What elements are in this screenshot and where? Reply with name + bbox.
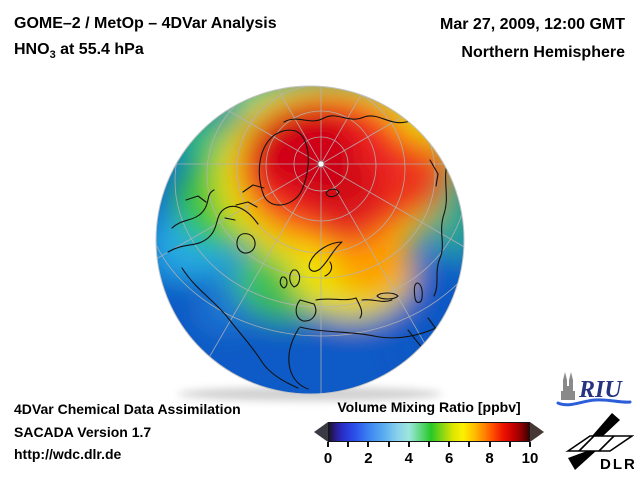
colorbar-labels: 0 2 4 6 8 10: [324, 450, 539, 468]
credit-url: http://wdc.dlr.de: [14, 446, 122, 462]
parameter-subscript: 3: [49, 49, 56, 62]
graticule: [156, 86, 464, 394]
riu-cathedral-icon: [559, 372, 577, 400]
colorbar-tick: [367, 442, 370, 447]
colorbar-tick: [448, 442, 451, 447]
colorbar-tick-label: 6: [445, 450, 454, 467]
parameter-level: at 55.4 hPa: [55, 41, 144, 58]
colorbar-tick: [529, 442, 531, 447]
dlr-logo: DLR: [565, 413, 634, 473]
colorbar-bar-row: [314, 422, 544, 442]
colorbar-tick-label: 0: [323, 450, 333, 467]
colorbar-tick-label: 4: [404, 450, 413, 467]
riu-wave-icon: [556, 398, 632, 407]
colorbar-tick: [387, 442, 390, 447]
credit-line-1: 4DVar Chemical Data Assimilation: [14, 401, 241, 417]
colorbar-tick: [327, 442, 329, 447]
globe-rim: [155, 85, 465, 395]
colorbar-tick: [407, 442, 410, 447]
credits-block: 4DVar Chemical Data Assimilation SACADA …: [14, 398, 241, 466]
colorbar-tick-label: 10: [521, 450, 539, 467]
colorbar-tick: [468, 442, 471, 447]
title-line-1: GOME–2 / MetOp – 4DVar Analysis: [14, 15, 277, 32]
colorbar-title: Volume Mixing Ratio [ppbv]: [337, 399, 521, 415]
colorbar-tick: [508, 442, 511, 447]
colorbar-tick-label: 8: [485, 450, 494, 467]
title-line-2: HNO3 at 55.4 hPa: [14, 37, 277, 68]
colorbar-tick: [488, 442, 491, 447]
colorbar: Volume Mixing Ratio [ppbv] 0 2 4 6 8 10: [314, 399, 544, 468]
heat-field: [156, 86, 464, 394]
colorbar-ticks: [327, 442, 531, 447]
dlr-logo-text: DLR: [600, 456, 634, 473]
colorbar-tick: [347, 442, 350, 447]
colorbar-tick: [428, 442, 430, 447]
hemisphere-label: Northern Hemisphere: [461, 44, 625, 61]
figure-datetime-block: Mar 27, 2009, 12:00 GMT Northern Hemisph…: [440, 11, 625, 67]
credit-line-2: SACADA Version 1.7: [14, 423, 152, 440]
north-pole-dot: [317, 160, 325, 168]
riu-logo: RIU: [556, 372, 632, 407]
colorbar-arrow-right: [530, 422, 544, 442]
figure-title: GOME–2 / MetOp – 4DVar Analysis HNO3 at …: [14, 11, 277, 68]
parameter-name: HNO: [14, 41, 50, 58]
colorbar-gradient: [328, 422, 530, 442]
dlr-emblem-icon: [565, 413, 634, 470]
colorbar-tick-label: 2: [364, 450, 373, 467]
datetime-label: Mar 27, 2009, 12:00 GMT: [440, 16, 625, 33]
colorbar-arrow-left: [314, 422, 328, 442]
